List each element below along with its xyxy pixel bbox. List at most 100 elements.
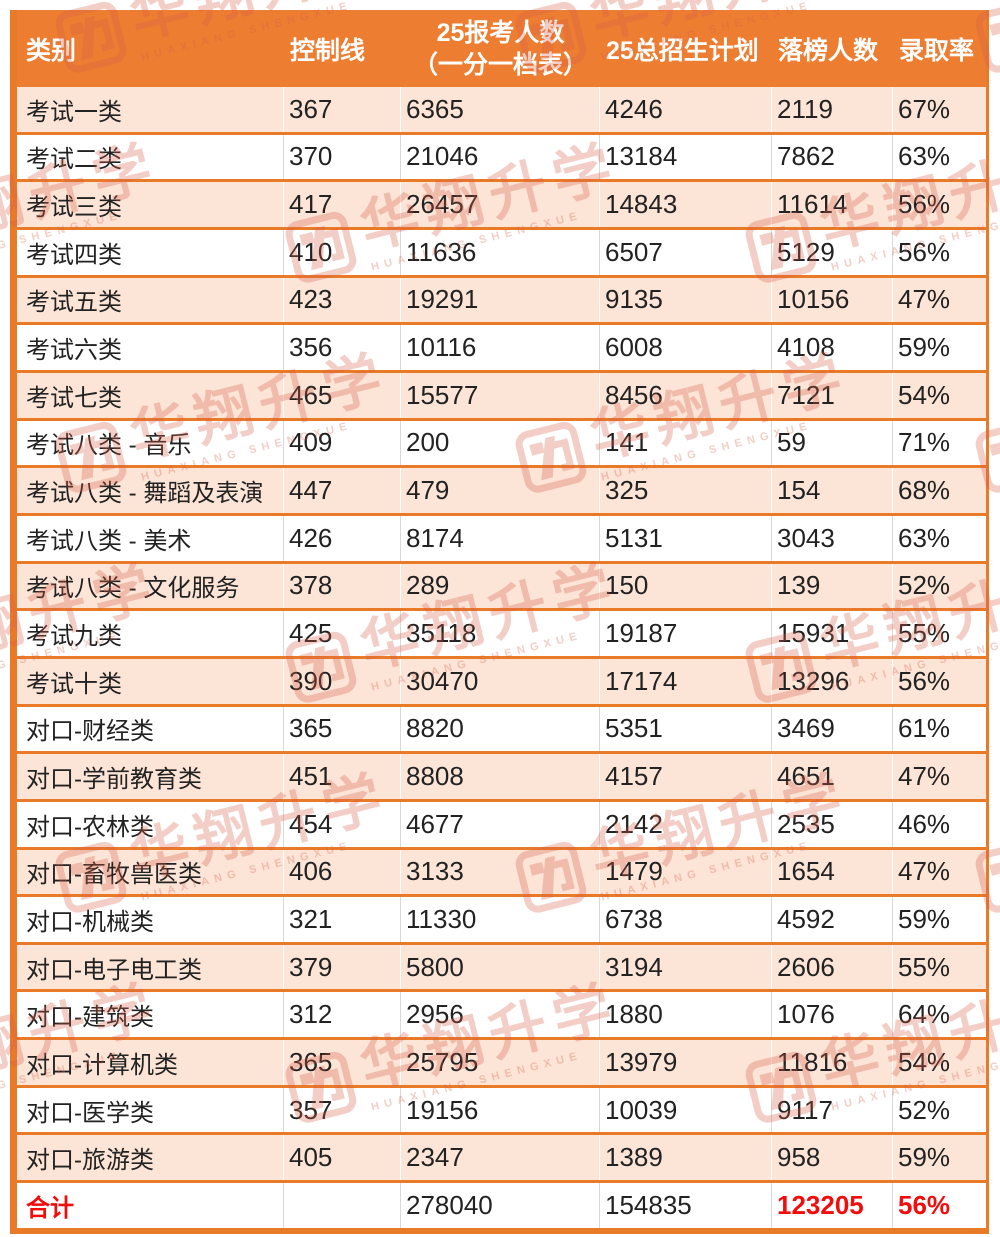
cell-failed: 123205 — [772, 1183, 893, 1228]
cell-rate: 55% — [898, 618, 951, 649]
cell-applicants: 19291 — [401, 277, 600, 323]
cell-applicants: 11330 — [401, 897, 600, 942]
cell-plan: 14843 — [600, 182, 772, 227]
cell-category: 考试八类 - 美术 — [17, 515, 284, 561]
table-row: 对口-建筑类 312 2956 1880 1076 64% — [17, 992, 986, 1041]
cell-category: 对口-畜牧兽医类 — [17, 849, 284, 895]
cell-category: 考试四类 — [17, 229, 284, 275]
cell-category: 考试七类 — [17, 372, 284, 418]
cell-plan: 3194 — [600, 944, 772, 990]
cell-applicants: 30470 — [401, 658, 600, 704]
cell-failed: 11816 — [772, 1040, 893, 1085]
table-row: 考试八类 - 美术 426 8174 5131 3043 63% — [17, 515, 986, 564]
cell-rate: 61% — [898, 713, 951, 744]
cell-plan: 4157 — [600, 754, 772, 799]
cell-failed: 958 — [772, 1135, 893, 1181]
cell-control-line: 365 — [284, 706, 401, 752]
cell-control-line: 370 — [284, 134, 401, 180]
table-row: 对口-医学类 357 19156 10039 9117 52% — [17, 1087, 986, 1136]
table-header-row: 类别 控制线 25报考人数 （一分一档表） 25总招生计划 落榜人数 录取率 — [17, 10, 986, 87]
cell-rate: 55% — [898, 951, 951, 982]
cell-failed: 1076 — [772, 992, 893, 1038]
cell-rate: 56% — [898, 236, 951, 267]
cell-applicants: 21046 — [401, 134, 600, 180]
cell-control-line: 426 — [284, 515, 401, 561]
table-row: 考试六类 356 10116 6008 4108 59% — [17, 325, 986, 373]
cell-category: 对口-学前教育类 — [17, 754, 284, 799]
header-category: 类别 — [26, 36, 77, 65]
cell-control-line: 410 — [284, 229, 401, 275]
table-row: 考试九类 425 35118 19187 15931 55% — [17, 611, 986, 659]
cell-category: 考试二类 — [17, 134, 284, 180]
table-row: 对口-旅游类 405 2347 1389 958 59% — [17, 1135, 986, 1184]
cell-applicants: 8820 — [401, 706, 600, 752]
table-row: 考试一类 367 6365 4246 2119 67% — [17, 87, 986, 135]
table-row: 考试八类 - 音乐 409 200 141 59 71% — [17, 420, 986, 469]
cell-rate: 63% — [898, 522, 951, 553]
cell-control-line: 405 — [284, 1135, 401, 1181]
cell-control-line: 465 — [284, 372, 401, 418]
table-row: 考试十类 390 30470 17174 13296 56% — [17, 658, 986, 707]
cell-failed: 154 — [772, 468, 893, 513]
cell-control-line: 357 — [284, 1087, 401, 1133]
cell-failed: 3469 — [772, 706, 893, 752]
cell-plan: 6738 — [600, 897, 772, 942]
cell-control-line: 321 — [284, 897, 401, 942]
cell-rate: 63% — [898, 141, 951, 172]
cell-applicants: 3133 — [401, 849, 600, 895]
cell-applicants: 25795 — [401, 1040, 600, 1085]
cell-category: 考试三类 — [17, 182, 284, 227]
header-enrollment-plan: 25总招生计划 — [606, 36, 759, 65]
table-body: 考试一类 367 6365 4246 2119 67% 考试二类 370 21046 13184 7… — [17, 87, 986, 1231]
cell-rate: 47% — [898, 856, 951, 887]
cell-rate: 71% — [898, 427, 951, 458]
cell-plan: 6507 — [600, 229, 772, 275]
cell-applicants: 278040 — [401, 1183, 600, 1228]
cell-plan: 17174 — [600, 658, 772, 704]
table-row: 考试二类 370 21046 13184 7862 63% — [17, 134, 986, 183]
cell-control-line: 423 — [284, 277, 401, 323]
cell-applicants: 2347 — [401, 1135, 600, 1181]
table-row: 对口-机械类 321 11330 6738 4592 59% — [17, 897, 986, 945]
cell-category: 考试八类 - 文化服务 — [17, 563, 284, 609]
cell-control-line: 409 — [284, 420, 401, 466]
cell-control-line: 365 — [284, 1040, 401, 1085]
cell-failed: 139 — [772, 563, 893, 609]
cell-rate: 54% — [898, 1046, 951, 1077]
cell-rate: 68% — [898, 475, 951, 506]
cell-plan: 13979 — [600, 1040, 772, 1085]
cell-failed: 7121 — [772, 372, 893, 418]
table-row: 对口-农林类 454 4677 2142 2535 46% — [17, 801, 986, 850]
table-row: 对口-电子电工类 379 5800 3194 2606 55% — [17, 944, 986, 993]
cell-category: 对口-旅游类 — [17, 1135, 284, 1181]
cell-rate: 47% — [898, 284, 951, 315]
cell-plan: 8456 — [600, 372, 772, 418]
cell-control-line: 367 — [284, 87, 401, 132]
cell-applicants: 5800 — [401, 944, 600, 990]
cell-rate: 59% — [898, 1142, 951, 1173]
cell-control-line: 379 — [284, 944, 401, 990]
cell-control-line: 454 — [284, 801, 401, 847]
header-applicants-sublabel: （一分一档表） — [412, 50, 588, 79]
cell-applicants: 10116 — [401, 325, 600, 370]
cell-plan: 10039 — [600, 1087, 772, 1133]
cell-applicants: 289 — [401, 563, 600, 609]
cell-failed: 4651 — [772, 754, 893, 799]
cell-control-line: 378 — [284, 563, 401, 609]
cell-rate: 46% — [898, 808, 951, 839]
cell-rate: 56% — [898, 1189, 951, 1220]
cell-category: 考试八类 - 舞蹈及表演 — [17, 468, 284, 513]
cell-category: 考试十类 — [17, 658, 284, 704]
cell-failed: 4592 — [772, 897, 893, 942]
cell-failed: 15931 — [772, 611, 893, 656]
cell-category: 合计 — [17, 1183, 284, 1228]
cell-plan: 19187 — [600, 611, 772, 656]
cell-failed: 11614 — [772, 182, 893, 227]
cell-plan: 154835 — [600, 1183, 772, 1228]
cell-applicants: 11636 — [401, 229, 600, 275]
table-row: 对口-畜牧兽医类 406 3133 1479 1654 47% — [17, 849, 986, 898]
cell-failed: 59 — [772, 420, 893, 466]
table-row: 考试四类 410 11636 6507 5129 56% — [17, 229, 986, 278]
header-applicants-label: 25报考人数 — [436, 18, 565, 47]
